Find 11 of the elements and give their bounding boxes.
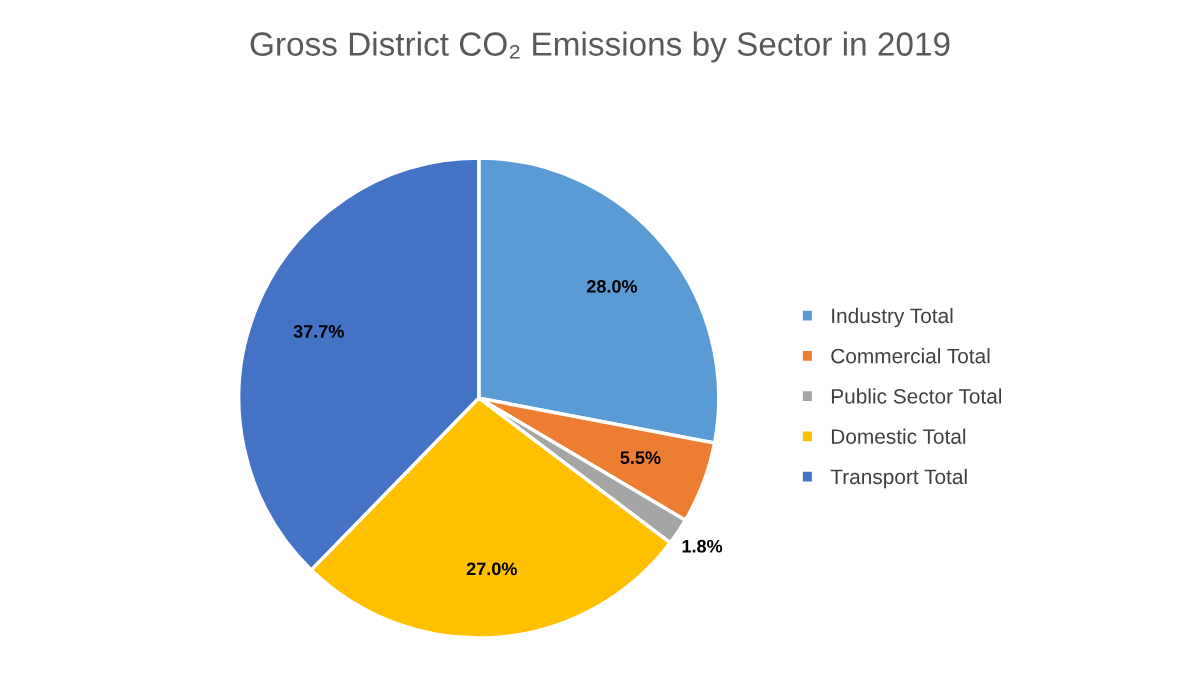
data-label: 27.0% — [466, 562, 517, 576]
legend-label: Transport Total — [830, 468, 967, 489]
data-label: 1.8% — [682, 539, 723, 553]
legend-label: Commercial Total — [831, 348, 990, 364]
data-label: 28.0% — [586, 279, 638, 293]
legend-label: Public Sector Total — [831, 388, 1002, 404]
data-label: 5.5% — [620, 451, 661, 465]
legend-label: Industry Total — [832, 307, 953, 328]
chart-title: Gross District CO₂ Emissions by Sector in 2019 — [250, 31, 950, 63]
legend-label: Domestic Total — [831, 428, 966, 444]
data-label: 37.7% — [293, 325, 344, 338]
